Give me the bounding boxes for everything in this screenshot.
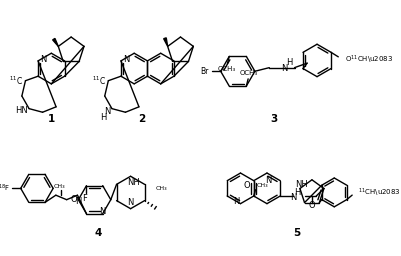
Text: CH₃: CH₃ <box>257 183 268 188</box>
Polygon shape <box>164 38 168 46</box>
Text: N: N <box>128 198 134 207</box>
Text: 2: 2 <box>138 114 145 124</box>
Text: O: O <box>71 195 77 204</box>
Text: F: F <box>82 194 87 203</box>
Text: 1: 1 <box>48 114 55 124</box>
Text: N: N <box>290 193 296 202</box>
Text: OCH₃: OCH₃ <box>217 66 235 72</box>
Text: 5: 5 <box>293 228 300 238</box>
Text: H: H <box>294 188 300 197</box>
Text: Br: Br <box>200 67 209 76</box>
Text: O: O <box>243 181 250 190</box>
Text: H: H <box>286 58 292 67</box>
Text: CH₃: CH₃ <box>54 184 65 189</box>
Text: NH: NH <box>127 178 140 187</box>
Text: N: N <box>99 207 106 216</box>
Text: HN: HN <box>16 106 28 115</box>
Text: $^{18}$F: $^{18}$F <box>0 183 10 194</box>
Text: H: H <box>100 113 106 122</box>
Text: OCH₃: OCH₃ <box>240 70 258 77</box>
Text: O$^{11}$CH\u2083: O$^{11}$CH\u2083 <box>344 54 393 66</box>
Text: 4: 4 <box>95 228 102 238</box>
Text: NH: NH <box>295 180 308 189</box>
Text: $^{11}$CH\u2083: $^{11}$CH\u2083 <box>358 186 400 199</box>
Text: $^{11}$C: $^{11}$C <box>10 74 23 87</box>
Text: O: O <box>308 200 315 209</box>
Text: N: N <box>104 107 111 116</box>
Text: $^{11}$C: $^{11}$C <box>92 74 106 87</box>
Polygon shape <box>53 38 58 46</box>
Text: N: N <box>75 197 81 206</box>
Text: N: N <box>123 55 130 63</box>
Text: N: N <box>233 197 239 206</box>
Text: CH₃: CH₃ <box>156 186 167 191</box>
Text: N: N <box>40 55 47 63</box>
Text: N: N <box>265 176 272 185</box>
Text: N: N <box>282 64 288 73</box>
Text: 3: 3 <box>270 114 277 124</box>
